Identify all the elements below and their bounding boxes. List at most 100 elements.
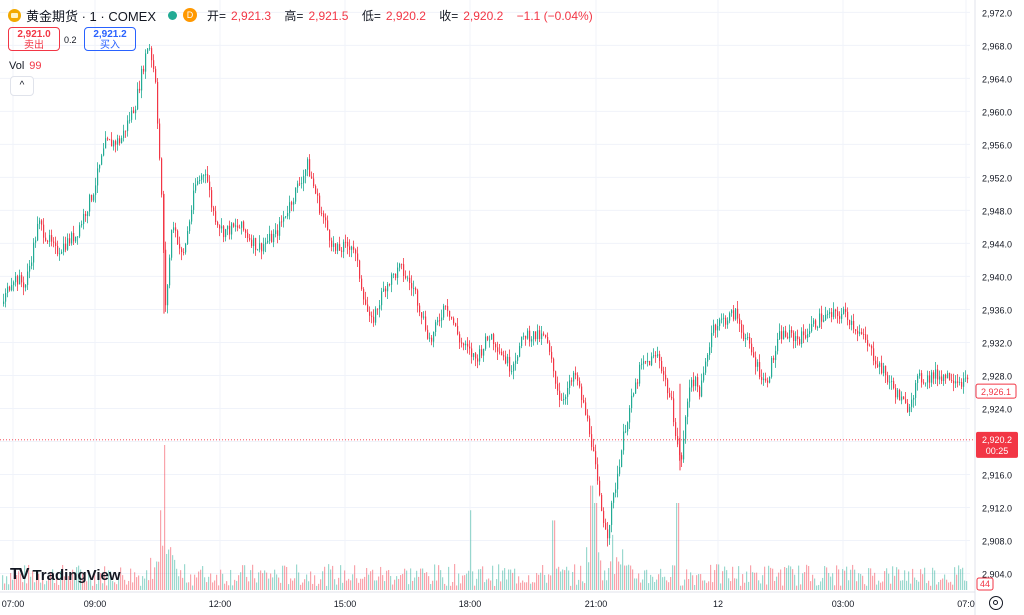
sell-button[interactable]: 2,921.0 卖出 bbox=[8, 27, 60, 51]
volume-bar bbox=[886, 568, 888, 590]
symbol-title[interactable]: 黄金期货 · 1 · COMEX bbox=[26, 8, 157, 24]
candle-body bbox=[189, 221, 191, 232]
volume-bar bbox=[436, 580, 438, 590]
volume-bar bbox=[306, 574, 308, 590]
volume-bar bbox=[626, 565, 628, 590]
volume-bar bbox=[406, 570, 408, 590]
volume-bar bbox=[890, 583, 892, 590]
volume-bar bbox=[552, 520, 554, 590]
volume-bar bbox=[878, 580, 880, 590]
candle-body bbox=[185, 243, 187, 253]
volume-bar bbox=[586, 547, 588, 590]
candle-body bbox=[487, 336, 489, 340]
candle-body bbox=[785, 330, 787, 337]
candle-body bbox=[205, 174, 207, 176]
candle-body bbox=[801, 331, 803, 345]
y-tick-label: 2,932.0 bbox=[982, 338, 1012, 348]
candle-body bbox=[593, 446, 595, 452]
volume-bar bbox=[336, 584, 338, 590]
candle-body bbox=[699, 386, 701, 397]
candle-body bbox=[375, 308, 377, 323]
volume-bar bbox=[704, 580, 706, 590]
volume-bar bbox=[102, 583, 104, 590]
candle-body bbox=[33, 242, 35, 263]
candle-body bbox=[409, 277, 411, 284]
buy-button[interactable]: 2,921.2 买入 bbox=[84, 27, 136, 51]
x-tick-label: 07:0 bbox=[957, 599, 975, 609]
candle-body bbox=[907, 403, 909, 412]
candle-body bbox=[237, 225, 239, 228]
candle-body bbox=[427, 329, 429, 339]
candle-body bbox=[187, 231, 189, 244]
candle-body bbox=[743, 332, 745, 340]
candle-body bbox=[145, 53, 147, 72]
candle-body bbox=[799, 338, 801, 345]
volume-bar bbox=[840, 585, 842, 590]
volume-bar bbox=[428, 576, 430, 590]
candle-body bbox=[739, 318, 741, 324]
candle-body bbox=[915, 383, 917, 398]
volume-bar bbox=[394, 579, 396, 590]
volume-bar bbox=[454, 564, 456, 590]
volume-bar bbox=[828, 572, 830, 590]
y-tick-label: 2,940.0 bbox=[982, 272, 1012, 282]
candle-body bbox=[477, 358, 479, 362]
volume-bar bbox=[408, 584, 410, 590]
candle-body bbox=[965, 377, 967, 379]
candle-body bbox=[727, 320, 729, 325]
volume-bar bbox=[170, 547, 172, 590]
collapse-legend-button[interactable]: ^ bbox=[10, 76, 34, 96]
settings-gear-icon[interactable] bbox=[989, 596, 1003, 610]
volume-bar bbox=[686, 569, 688, 590]
volume-bar bbox=[158, 561, 160, 590]
volume-bar bbox=[848, 580, 850, 590]
y-tick-label: 2,916.0 bbox=[982, 470, 1012, 480]
candle-body bbox=[549, 342, 551, 352]
x-tick-label: 07:00 bbox=[2, 599, 25, 609]
x-tick-label: 21:00 bbox=[585, 599, 608, 609]
candle-body bbox=[601, 494, 603, 511]
candle-body bbox=[811, 324, 813, 332]
candle-body bbox=[215, 211, 217, 223]
volume-bar bbox=[574, 564, 576, 590]
candle-body bbox=[53, 241, 55, 243]
volume-bar bbox=[150, 557, 152, 590]
volume-bar bbox=[298, 572, 300, 590]
candle-body bbox=[863, 334, 865, 335]
volume-bar bbox=[780, 569, 782, 590]
volume-bar bbox=[518, 576, 520, 590]
candle-body bbox=[725, 317, 727, 325]
tradingview-logo[interactable]: TV TradingView bbox=[10, 566, 121, 584]
volume-bar bbox=[880, 582, 882, 590]
volume-bar bbox=[2, 575, 4, 590]
volume-bar bbox=[422, 568, 424, 590]
candle-body bbox=[3, 301, 5, 304]
delayed-data-badge[interactable]: D bbox=[183, 8, 198, 22]
y-tick-label: 2,912.0 bbox=[982, 503, 1012, 513]
volume-bar bbox=[476, 578, 478, 590]
volume-bar bbox=[240, 572, 242, 590]
volume-bar bbox=[666, 580, 668, 590]
candle-body bbox=[773, 357, 775, 361]
candle-body bbox=[499, 351, 501, 353]
volume-legend[interactable]: Vol 99 bbox=[9, 60, 42, 72]
volume-bar bbox=[432, 580, 434, 590]
volume-bar bbox=[750, 565, 752, 590]
x-tick-label: 18:00 bbox=[459, 599, 482, 609]
candle-body bbox=[579, 380, 581, 387]
candle-body bbox=[671, 396, 673, 399]
volume-bar bbox=[276, 574, 278, 590]
volume-bar bbox=[446, 585, 448, 590]
candle-body bbox=[617, 473, 619, 490]
candle-body bbox=[625, 431, 627, 433]
volume-bar bbox=[214, 580, 216, 590]
candle-body bbox=[415, 288, 417, 291]
volume-bar bbox=[616, 557, 618, 590]
volume-bar bbox=[286, 566, 288, 590]
candle-body bbox=[175, 227, 177, 231]
volume-bar bbox=[66, 576, 68, 590]
volume-bar bbox=[606, 580, 608, 590]
candle-body bbox=[171, 230, 173, 258]
candle-body bbox=[51, 235, 53, 242]
